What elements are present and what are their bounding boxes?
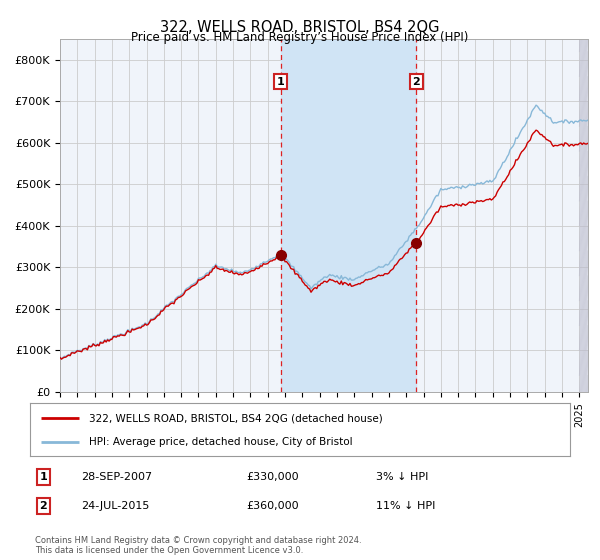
Text: 322, WELLS ROAD, BRISTOL, BS4 2QG: 322, WELLS ROAD, BRISTOL, BS4 2QG bbox=[160, 20, 440, 35]
Text: 11% ↓ HPI: 11% ↓ HPI bbox=[376, 501, 435, 511]
Bar bbox=[281, 39, 416, 392]
Text: Price paid vs. HM Land Registry’s House Price Index (HPI): Price paid vs. HM Land Registry’s House … bbox=[131, 31, 469, 44]
Text: 2: 2 bbox=[412, 77, 420, 87]
Text: 1: 1 bbox=[40, 472, 47, 482]
Text: 1: 1 bbox=[277, 77, 284, 87]
Text: HPI: Average price, detached house, City of Bristol: HPI: Average price, detached house, City… bbox=[89, 436, 353, 446]
Text: Contains HM Land Registry data © Crown copyright and database right 2024.
This d: Contains HM Land Registry data © Crown c… bbox=[35, 536, 362, 555]
Text: 24-JUL-2015: 24-JUL-2015 bbox=[82, 501, 149, 511]
Text: 322, WELLS ROAD, BRISTOL, BS4 2QG (detached house): 322, WELLS ROAD, BRISTOL, BS4 2QG (detac… bbox=[89, 413, 383, 423]
Text: 28-SEP-2007: 28-SEP-2007 bbox=[82, 472, 152, 482]
Text: 2: 2 bbox=[40, 501, 47, 511]
Text: £360,000: £360,000 bbox=[246, 501, 299, 511]
Text: 3% ↓ HPI: 3% ↓ HPI bbox=[376, 472, 428, 482]
Text: £330,000: £330,000 bbox=[246, 472, 299, 482]
